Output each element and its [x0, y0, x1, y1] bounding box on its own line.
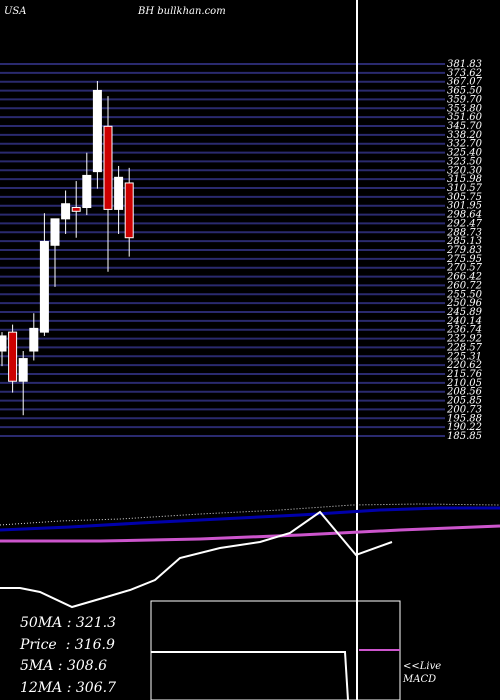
ma-row-5: 5MA : 308.6 [20, 658, 108, 674]
candle-up [39, 241, 49, 333]
price-line [0, 510, 393, 609]
site-text: bullkhan.com [157, 6, 226, 17]
candle-down [71, 207, 81, 212]
macd-text: MACD [403, 674, 437, 685]
price-label: 288.73 [446, 227, 482, 238]
macd-label: <<Live MACD [403, 660, 441, 686]
ma-blue-line [0, 506, 500, 532]
price-label: 208.56 [446, 387, 483, 398]
price-label: 185.85 [447, 431, 482, 442]
price-label: 195.88 [447, 413, 482, 424]
price-label: 373.62 [447, 68, 482, 79]
candle-up [82, 174, 92, 209]
price-label: 275.95 [446, 254, 482, 265]
price-label: 345.70 [447, 121, 483, 132]
candle-up [114, 176, 124, 210]
price-label: 210.05 [446, 378, 482, 389]
candle-up [29, 327, 39, 352]
price-label: 190.22 [447, 422, 482, 433]
price-label: 266.42 [446, 272, 482, 283]
candle-down [8, 331, 18, 382]
price-label: 245.89 [446, 307, 483, 318]
price-label: 305.75 [447, 192, 482, 203]
price-label: 292.47 [446, 218, 483, 229]
ma-name: 5MA [20, 658, 54, 674]
price-label: 225.31 [446, 351, 482, 362]
price-label: 279.83 [446, 245, 482, 256]
ma-name: 12MA [20, 679, 63, 696]
ma-row-50: 50MA : 321.3 [20, 615, 116, 631]
price-label: 298.64 [446, 210, 482, 221]
price-grid [0, 63, 445, 437]
price-label: 250.96 [446, 298, 483, 309]
price-label: 200.73 [446, 404, 482, 415]
ma-name: 50MA [20, 615, 63, 631]
price-label: 338.20 [447, 130, 483, 141]
price-label: 240.14 [446, 316, 482, 327]
price-label: 255.50 [446, 289, 483, 300]
ma-name: Price [20, 636, 57, 653]
price-label: 236.74 [446, 325, 482, 336]
ma-dotted-line [0, 503, 500, 526]
price-label: 260.72 [446, 280, 482, 291]
price-label: 325.40 [447, 148, 483, 159]
price-label: 332.70 [447, 139, 483, 150]
macd-live-text: <<Live [403, 661, 442, 672]
ma-value: 321.3 [75, 615, 116, 631]
price-label: 205.85 [446, 396, 482, 407]
macd-line [151, 651, 349, 700]
candles [0, 80, 134, 416]
country-label: USA [4, 6, 27, 17]
candle-down [124, 182, 134, 239]
candle-up [18, 358, 28, 382]
price-label: 353.80 [447, 103, 483, 114]
ma-value: 308.6 [66, 658, 108, 674]
moving-average-panel: 50MA : 321.3 Price : 316.9 5MA : 308.6 1… [20, 613, 116, 699]
price-label: 220.62 [446, 360, 482, 371]
symbol-text: BH [138, 6, 155, 17]
price-label: 351.60 [447, 112, 483, 123]
ma-value: 316.9 [74, 636, 115, 653]
price-axis-labels: 381.83373.62367.07365.50359.70353.80351.… [446, 59, 483, 442]
price-label: 310.57 [447, 183, 483, 194]
price-label: 367.07 [447, 77, 483, 88]
price-label: 323.50 [447, 156, 483, 167]
price-label: 228.57 [446, 342, 483, 353]
candle-up [92, 89, 102, 173]
ma-value: 306.7 [75, 679, 116, 696]
price-label: 270.57 [446, 263, 483, 274]
ma-row-price: Price : 316.9 [20, 636, 115, 653]
candle-up [0, 335, 7, 352]
candle-down [103, 125, 113, 210]
price-label: 301.95 [447, 201, 482, 212]
ma-magenta-line [0, 524, 500, 543]
price-label: 381.83 [447, 59, 482, 70]
price-label: 320.30 [447, 165, 483, 176]
candle-up [61, 203, 71, 220]
price-label: 215.76 [446, 369, 483, 380]
ma-row-12: 12MA : 306.7 [20, 679, 116, 696]
price-label: 285.13 [446, 236, 482, 247]
price-label: 315.98 [447, 174, 482, 185]
price-label: 232.92 [446, 334, 482, 345]
symbol-site-label: BH bullkhan.com [138, 6, 226, 17]
price-label: 365.50 [447, 86, 483, 97]
candle-up [50, 218, 60, 246]
price-label: 359.70 [447, 94, 483, 105]
